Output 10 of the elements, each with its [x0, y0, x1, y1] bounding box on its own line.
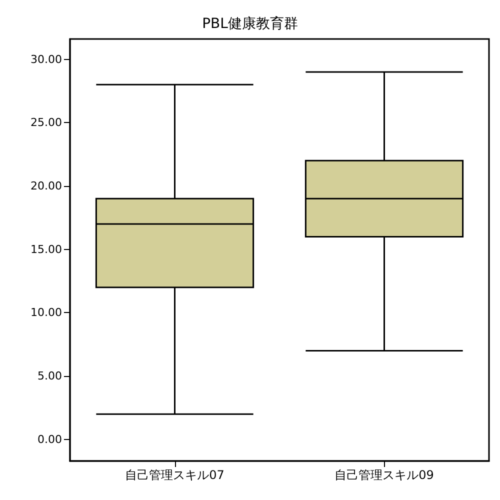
y-tick-label: 15.00 — [30, 242, 62, 256]
y-tick-label: 5.00 — [38, 370, 62, 383]
x-tick-label: 自己管理スキル09 — [334, 468, 434, 482]
y-tick-label: 30.00 — [30, 52, 62, 66]
x-tick-label: 自己管理スキル07 — [125, 468, 224, 482]
chart-title: PBL健康教育群 — [202, 15, 298, 32]
y-tick-label: 10.00 — [30, 306, 62, 320]
y-tick-label: 20.00 — [30, 180, 62, 193]
y-tick-label: 25.00 — [30, 116, 62, 130]
y-tick-label: 0.00 — [38, 432, 62, 446]
